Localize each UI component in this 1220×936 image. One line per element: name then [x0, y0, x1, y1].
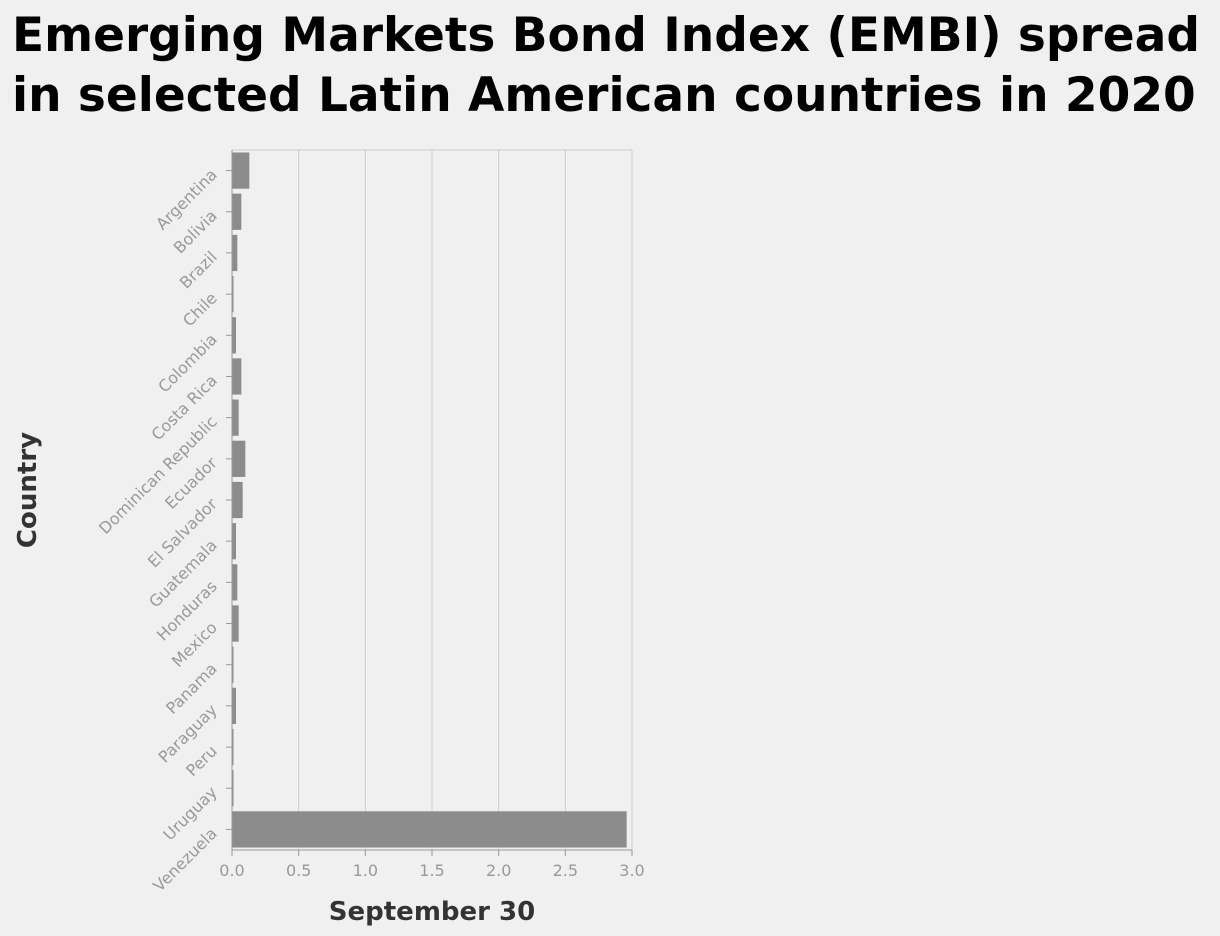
x-tick-label-5: 2.5	[553, 861, 578, 880]
x-tick-label-2: 1.0	[353, 861, 378, 880]
y-axis-title: Country	[13, 432, 43, 548]
bar-guatemala	[232, 523, 236, 560]
bar-ecuador	[232, 440, 246, 477]
bar-costa-rica	[232, 358, 242, 395]
bar-dominican-republic	[232, 399, 239, 436]
bar-bolivia	[232, 193, 242, 230]
bar-peru	[232, 728, 234, 766]
bar-paraguay	[232, 687, 236, 724]
bar-argentina	[232, 152, 250, 189]
bar-venezuela	[232, 811, 627, 848]
x-tick-label-1: 0.5	[286, 861, 311, 880]
bar-uruguay	[232, 770, 234, 807]
y-tick-label-14: Peru	[182, 741, 221, 780]
bar-mexico	[232, 605, 239, 642]
x-tick-label-6: 3.0	[619, 861, 644, 880]
gridlines	[231, 149, 633, 850]
x-tick-label-4: 2.0	[486, 861, 511, 880]
x-tick-label-3: 1.5	[419, 861, 444, 880]
y-ticks: ArgentinaBoliviaBrazilChileColombiaCosta…	[95, 165, 232, 895]
chart-title: Emerging Markets Bond Index (EMBI) sprea…	[12, 8, 1200, 123]
bar-brazil	[232, 234, 238, 272]
x-axis-title: September 30	[329, 897, 535, 927]
x-tick-label-0: 0.0	[219, 861, 244, 880]
bar-honduras	[232, 564, 238, 601]
bar-colombia	[232, 317, 236, 354]
bar-chile	[232, 276, 234, 313]
x-ticks: 0.0 0.5 1.0 1.5 2.0 2.5 3.0	[219, 850, 645, 880]
bar-panama	[232, 646, 234, 683]
bar-el-salvador	[232, 481, 243, 519]
bars	[232, 152, 627, 848]
y-tick-label-3: Chile	[179, 289, 221, 331]
y-tick-label-16: Venezuela	[149, 824, 221, 896]
